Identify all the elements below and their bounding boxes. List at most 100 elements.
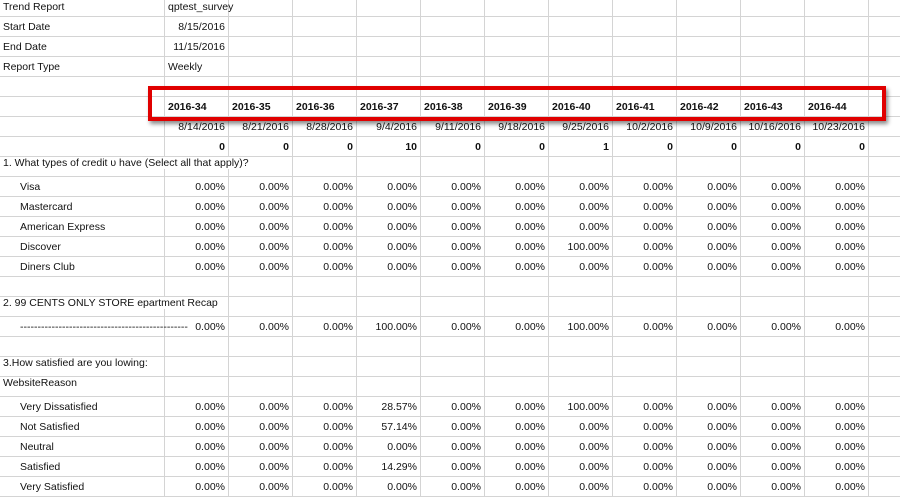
empty-cell[interactable] <box>357 357 421 377</box>
week-start-date[interactable]: 9/11/2016 <box>421 117 485 137</box>
empty-cell[interactable] <box>869 277 900 297</box>
meta-label[interactable]: End Date <box>0 37 165 57</box>
empty-cell[interactable] <box>741 77 805 97</box>
percent-value[interactable]: 0.00% <box>229 397 293 417</box>
empty-cell[interactable] <box>165 77 229 97</box>
empty-cell[interactable] <box>869 177 900 197</box>
empty-cell[interactable] <box>0 77 165 97</box>
answer-label[interactable]: Discover <box>0 237 165 257</box>
percent-value[interactable]: 0.00% <box>805 457 869 477</box>
percent-value[interactable]: 0.00% <box>485 217 549 237</box>
empty-cell[interactable] <box>741 157 805 177</box>
answer-label[interactable]: Visa <box>0 177 165 197</box>
empty-cell[interactable] <box>357 37 421 57</box>
empty-cell[interactable] <box>677 37 741 57</box>
empty-cell[interactable] <box>293 157 357 177</box>
percent-value[interactable]: 0.00% <box>229 417 293 437</box>
percent-value[interactable]: 0.00% <box>165 177 229 197</box>
percent-value[interactable]: 0.00% <box>421 417 485 437</box>
empty-cell[interactable] <box>357 57 421 77</box>
empty-cell[interactable] <box>869 417 900 437</box>
percent-value[interactable]: 0.00% <box>805 397 869 417</box>
week-start-date[interactable]: 10/2/2016 <box>613 117 677 137</box>
percent-value[interactable]: 0.00% <box>485 177 549 197</box>
percent-value[interactable]: 0.00% <box>229 437 293 457</box>
empty-cell[interactable] <box>229 157 293 177</box>
empty-cell[interactable] <box>741 57 805 77</box>
percent-value[interactable]: 0.00% <box>293 317 357 337</box>
response-count[interactable]: 0 <box>677 137 741 157</box>
percent-value[interactable]: 0.00% <box>741 317 805 337</box>
percent-value[interactable]: 0.00% <box>165 197 229 217</box>
empty-cell[interactable] <box>549 157 613 177</box>
empty-cell[interactable] <box>869 437 900 457</box>
empty-cell[interactable] <box>229 297 293 317</box>
week-start-date[interactable]: 8/28/2016 <box>293 117 357 137</box>
empty-cell[interactable] <box>421 277 485 297</box>
empty-cell[interactable] <box>677 57 741 77</box>
percent-value[interactable]: 0.00% <box>677 457 741 477</box>
empty-cell[interactable] <box>869 217 900 237</box>
percent-value[interactable]: 0.00% <box>677 257 741 277</box>
empty-cell[interactable] <box>677 0 741 17</box>
percent-value[interactable]: 0.00% <box>805 417 869 437</box>
response-count[interactable]: 0 <box>293 137 357 157</box>
empty-cell[interactable] <box>741 17 805 37</box>
response-count[interactable]: 0 <box>805 137 869 157</box>
week-header[interactable]: 2016-34 <box>165 97 229 117</box>
empty-cell[interactable] <box>613 0 677 17</box>
empty-cell[interactable] <box>869 357 900 377</box>
week-start-date[interactable]: 8/14/2016 <box>165 117 229 137</box>
week-header[interactable]: 2016-35 <box>229 97 293 117</box>
empty-cell[interactable] <box>165 377 229 397</box>
week-start-date[interactable]: 9/4/2016 <box>357 117 421 137</box>
empty-cell[interactable] <box>293 77 357 97</box>
percent-value[interactable]: 0.00% <box>485 457 549 477</box>
percent-value[interactable]: 0.00% <box>165 317 229 337</box>
empty-cell[interactable] <box>613 277 677 297</box>
empty-cell[interactable] <box>485 77 549 97</box>
empty-cell[interactable] <box>869 477 900 497</box>
empty-cell[interactable] <box>677 297 741 317</box>
percent-value[interactable]: 0.00% <box>485 317 549 337</box>
empty-cell[interactable] <box>805 157 869 177</box>
empty-cell[interactable] <box>869 337 900 357</box>
empty-cell[interactable] <box>165 277 229 297</box>
percent-value[interactable]: 0.00% <box>741 197 805 217</box>
empty-cell[interactable] <box>677 337 741 357</box>
empty-cell[interactable] <box>357 157 421 177</box>
empty-cell[interactable] <box>741 277 805 297</box>
empty-cell[interactable] <box>741 0 805 17</box>
empty-cell[interactable] <box>485 297 549 317</box>
week-start-date[interactable]: 9/18/2016 <box>485 117 549 137</box>
percent-value[interactable]: 0.00% <box>613 457 677 477</box>
empty-cell[interactable] <box>229 17 293 37</box>
percent-value[interactable]: 0.00% <box>805 217 869 237</box>
empty-cell[interactable] <box>613 57 677 77</box>
response-count[interactable]: 0 <box>421 137 485 157</box>
percent-value[interactable]: 57.14% <box>357 417 421 437</box>
empty-cell[interactable] <box>165 297 229 317</box>
week-header[interactable]: 2016-39 <box>485 97 549 117</box>
empty-cell[interactable] <box>293 337 357 357</box>
empty-cell[interactable] <box>805 37 869 57</box>
empty-cell[interactable] <box>613 337 677 357</box>
empty-cell[interactable] <box>421 37 485 57</box>
empty-cell[interactable] <box>421 157 485 177</box>
empty-cell[interactable] <box>0 377 165 397</box>
percent-value[interactable]: 0.00% <box>549 217 613 237</box>
week-start-date[interactable]: 10/23/2016 <box>805 117 869 137</box>
percent-value[interactable]: 0.00% <box>421 177 485 197</box>
empty-cell[interactable] <box>869 237 900 257</box>
percent-value[interactable]: 0.00% <box>421 477 485 497</box>
percent-value[interactable]: 0.00% <box>677 417 741 437</box>
percent-value[interactable]: 0.00% <box>293 417 357 437</box>
percent-value[interactable]: 0.00% <box>805 477 869 497</box>
percent-value[interactable]: 0.00% <box>613 237 677 257</box>
empty-cell[interactable] <box>549 277 613 297</box>
empty-cell[interactable] <box>869 457 900 477</box>
percent-value[interactable]: 0.00% <box>613 197 677 217</box>
percent-value[interactable]: 0.00% <box>677 217 741 237</box>
week-header[interactable]: 2016-38 <box>421 97 485 117</box>
percent-value[interactable]: 0.00% <box>549 457 613 477</box>
